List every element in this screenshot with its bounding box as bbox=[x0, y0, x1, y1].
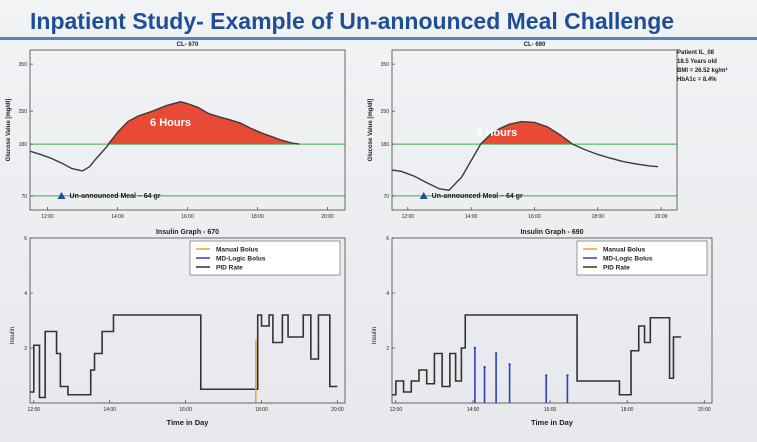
y-tick-label: 2 bbox=[386, 346, 389, 352]
x-tick-label: 12:00 bbox=[41, 214, 54, 220]
y-axis-label: Insulin bbox=[372, 327, 378, 344]
legend-label: Manual Bolus bbox=[216, 247, 259, 254]
x-tick-label: 14:00 bbox=[103, 407, 116, 413]
y-axis-label: Glucose Value [mg/dl] bbox=[6, 99, 12, 162]
chart-title: Insulin Graph - 670 bbox=[156, 229, 219, 236]
patient-age: 18.5 Years old bbox=[677, 59, 717, 65]
duration-label: 3 Hours bbox=[476, 127, 517, 139]
slide-title: Inpatient Study- Example of Un-announced… bbox=[30, 8, 675, 34]
x-tick-label: 12:00 bbox=[402, 214, 415, 220]
hyperglycemia-area bbox=[30, 101, 300, 145]
x-tick-label: 20:00 bbox=[321, 214, 334, 220]
y-tick-label: 70 bbox=[21, 194, 27, 200]
x-tick-label: 20:00 bbox=[655, 214, 668, 220]
chart-1: CL- 670 6 Hours Un-announced Meal – 64 gr G… bbox=[6, 42, 346, 220]
x-tick-label: 12:00 bbox=[390, 407, 403, 413]
x-axis-label: Time in Day bbox=[531, 418, 574, 427]
chart-title: CL- 690 bbox=[524, 42, 546, 48]
legend: Manual Bolus MD-Logic Bolus PID Rate bbox=[576, 240, 708, 276]
legend-label: MD-Logic Bolus bbox=[603, 256, 653, 263]
meal-label: Un-announced Meal – 64 gr bbox=[432, 193, 523, 200]
pid-rate-line bbox=[30, 314, 338, 399]
meal-marker-icon bbox=[57, 192, 66, 199]
md-logic-bolus-tip bbox=[483, 366, 486, 369]
legend-box bbox=[576, 240, 708, 276]
x-tick-label: 14:00 bbox=[467, 407, 480, 413]
pid-rate-line bbox=[392, 314, 682, 396]
y-tick-label: 350 bbox=[381, 62, 390, 68]
y-axis-label: Insulin bbox=[10, 327, 16, 344]
md-logic-bolus-tip bbox=[494, 352, 498, 355]
y-tick-label: 250 bbox=[19, 109, 28, 115]
x-tick-label: 16:00 bbox=[544, 407, 557, 413]
x-tick-label: 16:00 bbox=[179, 407, 192, 413]
hyperglycemia-area bbox=[392, 121, 658, 145]
md-logic-bolus-tip bbox=[473, 346, 477, 350]
glucose-line bbox=[29, 101, 300, 172]
x-tick-label: 18:00 bbox=[255, 407, 268, 413]
x-axis-label: Time in Day bbox=[167, 418, 210, 427]
x-tick-label: 14:00 bbox=[465, 214, 478, 220]
x-tick-label: 14:00 bbox=[111, 214, 124, 220]
x-tick-label: 20:00 bbox=[331, 407, 344, 413]
x-tick-label: 18:00 bbox=[251, 214, 264, 220]
y-tick-label: 70 bbox=[383, 194, 389, 200]
plot-frame bbox=[391, 237, 713, 404]
x-tick-label: 18:00 bbox=[592, 214, 605, 220]
y-tick-label: 2 bbox=[24, 346, 27, 352]
y-tick-label: 6 bbox=[24, 236, 27, 242]
y-tick-label: 4 bbox=[24, 291, 27, 297]
x-tick-label: 20:00 bbox=[698, 407, 711, 413]
patient-info: Patient IL_08 18.5 Years old BMI = 26.52… bbox=[677, 49, 728, 85]
x-tick-label: 12:00 bbox=[28, 407, 41, 413]
chart-3: Insulin Graph - 670 Manual Bolus MD-Logic … bbox=[10, 229, 346, 427]
x-tick-label: 16:00 bbox=[181, 214, 194, 220]
chart-title: Insulin Graph - 690 bbox=[520, 229, 583, 236]
legend-box bbox=[189, 240, 341, 276]
legend-label: PID Rate bbox=[216, 265, 243, 272]
x-tick-label: 18:00 bbox=[621, 407, 634, 413]
y-tick-label: 350 bbox=[19, 62, 28, 68]
y-tick-label: 6 bbox=[386, 236, 389, 242]
md-logic-bolus-tip bbox=[566, 374, 569, 377]
meal-marker-icon bbox=[419, 192, 428, 199]
duration-label: 6 Hours bbox=[150, 117, 191, 129]
legend: Manual Bolus MD-Logic Bolus PID Rate bbox=[189, 240, 341, 276]
legend-label: Manual Bolus bbox=[603, 247, 646, 254]
glucose-line bbox=[391, 120, 659, 191]
chart-2: CL- 690 3 Hours Un-announced Meal – 64 gr G… bbox=[368, 42, 678, 220]
meal-label: Un-announced Meal – 64 gr bbox=[70, 193, 161, 200]
y-tick-label: 250 bbox=[381, 109, 390, 115]
legend-label: MD-Logic Bolus bbox=[216, 256, 266, 263]
plot-frame bbox=[29, 237, 346, 404]
y-tick-label: 180 bbox=[381, 142, 390, 148]
chart-title: CL- 670 bbox=[177, 42, 199, 48]
y-tick-label: 4 bbox=[386, 291, 389, 297]
patient-bmi: BMI = 26.52 kg/m² bbox=[677, 68, 728, 74]
y-axis-label: Glucose Value [mg/dl] bbox=[368, 99, 374, 162]
x-tick-label: 16:00 bbox=[528, 214, 541, 220]
chart-4: Insulin Graph - 690 Manual Bolus MD-Logic … bbox=[372, 229, 713, 427]
title-divider bbox=[0, 37, 757, 40]
md-logic-bolus-tip bbox=[508, 363, 511, 366]
y-tick-label: 180 bbox=[19, 142, 28, 148]
md-logic-bolus-tip bbox=[545, 374, 548, 377]
legend-label: PID Rate bbox=[603, 265, 630, 272]
patient-hba1c: HbA1c = 8.4% bbox=[677, 77, 717, 83]
patient-id: Patient IL_08 bbox=[677, 50, 715, 56]
